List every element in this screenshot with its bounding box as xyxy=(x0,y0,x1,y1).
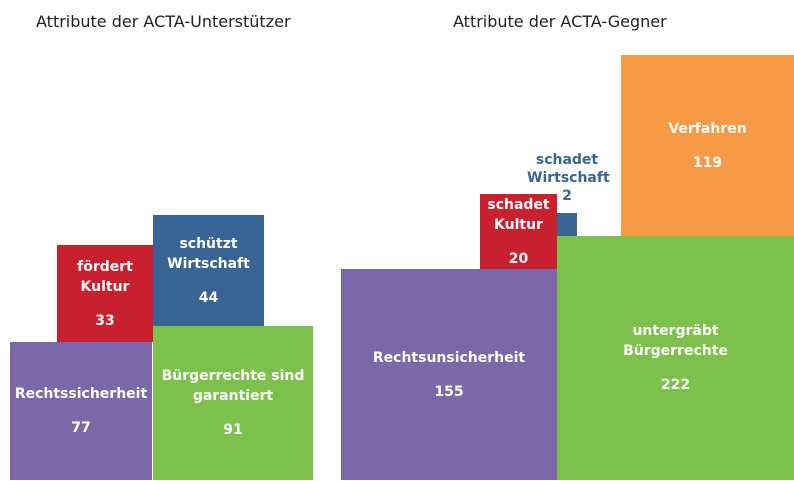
block-label: Verfahren xyxy=(668,120,747,137)
value-label: 33 xyxy=(95,312,115,329)
value-label: 44 xyxy=(198,289,219,306)
block xyxy=(557,213,577,236)
block-label: Rechtssicherheit xyxy=(14,386,148,402)
block: Verfahren 119 xyxy=(621,55,794,236)
block: schadet Kultur 20 xyxy=(480,194,557,269)
value-label: 77 xyxy=(71,420,91,436)
value-label: 2 xyxy=(562,188,572,204)
block-label: schadet Wirtschaft xyxy=(527,152,610,186)
chart-title: Attribute der ACTA-Unterstützer xyxy=(36,12,291,31)
chart-title: Attribute der ACTA-Gegner xyxy=(453,12,667,31)
block-label: untergräbt Bürgerrechte xyxy=(623,323,728,359)
block: Bürgerrechte sind garantiert 91 xyxy=(153,326,313,480)
value-label: 20 xyxy=(508,250,529,267)
block-label: Rechtsunsicherheit xyxy=(372,349,526,366)
block: schützt Wirtschaft 44 xyxy=(153,215,264,326)
value-label: 91 xyxy=(223,422,243,438)
block-label: fördert Kultur xyxy=(77,258,133,295)
value-label: 222 xyxy=(660,377,691,393)
block: Rechtsunsicherheit 155 xyxy=(341,269,557,480)
value-label: 119 xyxy=(692,154,723,171)
block: untergräbt Bürgerrechte 222 xyxy=(557,236,794,480)
block-label: Bürgerrechte sind garantiert xyxy=(161,368,305,404)
block-label: schützt Wirtschaft xyxy=(167,235,250,272)
block-label: schadet Kultur xyxy=(487,196,550,233)
outside-label: schadet Wirtschaft 2 xyxy=(507,151,627,205)
block: fördert Kultur 33 xyxy=(57,245,153,342)
value-label: 155 xyxy=(434,383,464,400)
block: Rechtssicherheit 77 xyxy=(10,342,152,480)
